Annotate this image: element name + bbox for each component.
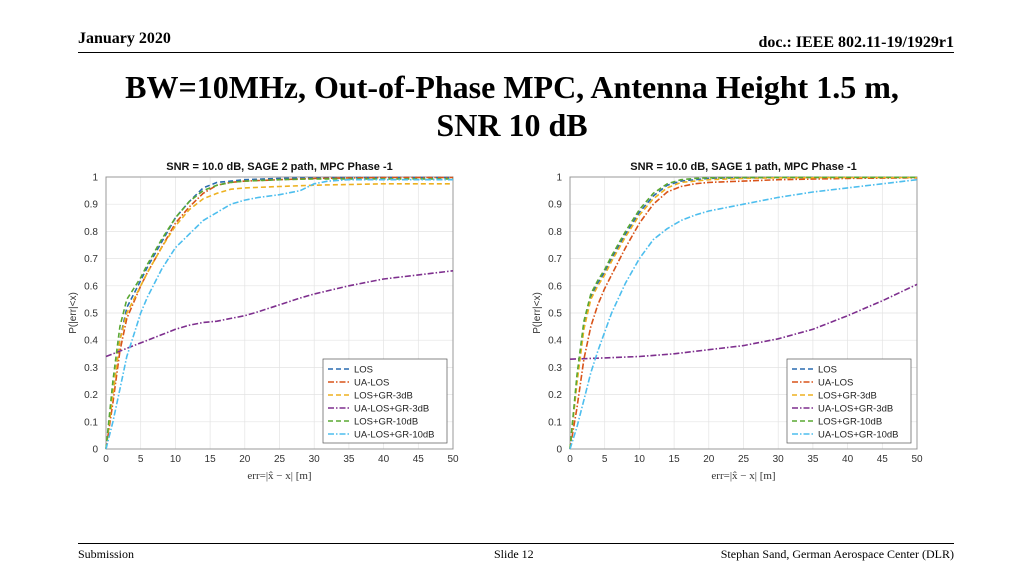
footer-divider xyxy=(78,543,954,544)
slide-title: BW=10MHz, Out-of-Phase MPC, Antenna Heig… xyxy=(60,68,964,144)
x-tick-label: 5 xyxy=(138,454,144,465)
x-tick-label: 25 xyxy=(738,454,750,465)
series-line-ua-los-gr-10db xyxy=(105,178,453,450)
legend-label-ua-los: UA-LOS xyxy=(354,378,389,389)
y-tick-label: 0.8 xyxy=(84,227,98,238)
series-line-ua-los xyxy=(569,177,918,450)
x-tick-label: 50 xyxy=(911,454,923,465)
y-tick-label: 1 xyxy=(556,173,562,184)
x-tick-label: 15 xyxy=(205,454,217,465)
header-doc-id: doc.: IEEE 802.11-19/1929r1 xyxy=(758,34,954,51)
legend-label-los-gr-3db: LOS+GR-3dB xyxy=(818,391,877,402)
x-tick-label: 35 xyxy=(807,454,819,465)
series-line-los-gr-3db xyxy=(569,176,917,450)
legend-label-los: LOS xyxy=(354,365,373,376)
y-tick-label: 0.4 xyxy=(84,336,98,347)
y-tick-label: 0.7 xyxy=(84,254,98,265)
y-axis-label: P(|err|<x) xyxy=(68,292,79,334)
x-tick-label: 20 xyxy=(703,454,715,465)
y-tick-label: 0.2 xyxy=(548,390,562,401)
x-tick-label: 30 xyxy=(309,454,321,465)
x-tick-label: 45 xyxy=(877,454,889,465)
y-tick-label: 0.8 xyxy=(548,227,562,238)
series-line-los-gr-3db xyxy=(105,182,453,450)
y-tick-label: 0.5 xyxy=(84,309,98,320)
legend-label-ua-los: UA-LOS xyxy=(818,378,853,389)
footer-submission: Submission xyxy=(78,547,135,561)
legend-label-los: LOS xyxy=(818,365,837,376)
y-tick-label: 0.6 xyxy=(548,281,562,292)
series-line-ua-los-gr-3db xyxy=(569,283,918,360)
series-line-los xyxy=(105,176,453,450)
x-tick-label: 20 xyxy=(239,454,251,465)
plot-border xyxy=(105,176,454,450)
legend-label-los-gr-10db: LOS+GR-10dB xyxy=(818,417,882,428)
y-tick-label: 0 xyxy=(556,445,562,456)
y-tick-label: 0.5 xyxy=(548,309,562,320)
plot-title: SNR = 10.0 dB, SAGE 2 path, MPC Phase -1 xyxy=(166,161,392,173)
series-line-los-gr-10db xyxy=(105,178,453,450)
x-tick-label: 0 xyxy=(103,454,109,465)
y-tick-label: 0.2 xyxy=(84,390,98,401)
y-tick-label: 0.1 xyxy=(548,417,562,428)
x-tick-label: 25 xyxy=(274,454,286,465)
series-line-ua-los-gr-3db xyxy=(105,270,454,358)
legend-label-ua-los-gr-3db: UA-LOS+GR-3dB xyxy=(354,404,429,415)
chart-sage-1-path: SNR = 10.0 dB, SAGE 1 path, MPC Phase -1… xyxy=(532,161,923,482)
y-tick-label: 0.9 xyxy=(84,200,98,211)
x-tick-label: 40 xyxy=(378,454,390,465)
series-line-los-gr-10db xyxy=(569,176,917,450)
x-tick-label: 40 xyxy=(842,454,854,465)
slide-title-line1: BW=10MHz, Out-of-Phase MPC, Antenna Heig… xyxy=(125,69,899,105)
x-tick-label: 5 xyxy=(602,454,608,465)
y-tick-label: 0.4 xyxy=(548,336,562,347)
y-tick-label: 0 xyxy=(92,445,98,456)
x-tick-label: 10 xyxy=(634,454,646,465)
footer-slide-number: Slide 12 xyxy=(494,547,534,561)
x-axis-label: err=|x̂ − x| [m] xyxy=(247,470,311,482)
chart-sage-2-path: SNR = 10.0 dB, SAGE 2 path, MPC Phase -1… xyxy=(68,161,459,482)
legend-box xyxy=(322,358,448,444)
series-line-ua-los-gr-10db xyxy=(569,178,918,450)
x-tick-label: 50 xyxy=(447,454,459,465)
legend-label-los-gr-3db: LOS+GR-3dB xyxy=(354,391,413,402)
x-tick-label: 10 xyxy=(170,454,182,465)
y-tick-label: 0.7 xyxy=(548,254,562,265)
x-axis-label: err=|x̂ − x| [m] xyxy=(711,470,775,482)
y-tick-label: 0.3 xyxy=(548,363,562,374)
header-divider xyxy=(78,52,954,53)
y-axis-label: P(|err|<x) xyxy=(532,292,543,334)
x-tick-label: 0 xyxy=(567,454,573,465)
x-tick-label: 45 xyxy=(413,454,425,465)
y-tick-label: 0.9 xyxy=(548,200,562,211)
legend-label-ua-los-gr-3db: UA-LOS+GR-3dB xyxy=(818,404,893,415)
legend-box xyxy=(786,358,912,444)
slide-title-line2: SNR 10 dB xyxy=(436,107,588,143)
x-tick-label: 35 xyxy=(343,454,355,465)
legend-label-ua-los-gr-10db: UA-LOS+GR-10dB xyxy=(818,430,899,441)
legend-label-los-gr-10db: LOS+GR-10dB xyxy=(354,417,418,428)
y-tick-label: 0.1 xyxy=(84,417,98,428)
plot-title: SNR = 10.0 dB, SAGE 1 path, MPC Phase -1 xyxy=(630,161,856,173)
x-tick-label: 15 xyxy=(669,454,681,465)
y-tick-label: 0.6 xyxy=(84,281,98,292)
x-tick-label: 30 xyxy=(773,454,785,465)
y-tick-label: 1 xyxy=(92,173,98,184)
y-tick-label: 0.3 xyxy=(84,363,98,374)
header-date: January 2020 xyxy=(78,30,171,47)
legend-label-ua-los-gr-10db: UA-LOS+GR-10dB xyxy=(354,430,435,441)
footer-author: Stephan Sand, German Aerospace Center (D… xyxy=(720,547,954,561)
